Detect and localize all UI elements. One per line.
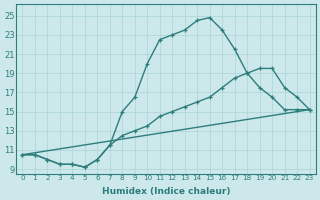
X-axis label: Humidex (Indice chaleur): Humidex (Indice chaleur) xyxy=(102,187,230,196)
